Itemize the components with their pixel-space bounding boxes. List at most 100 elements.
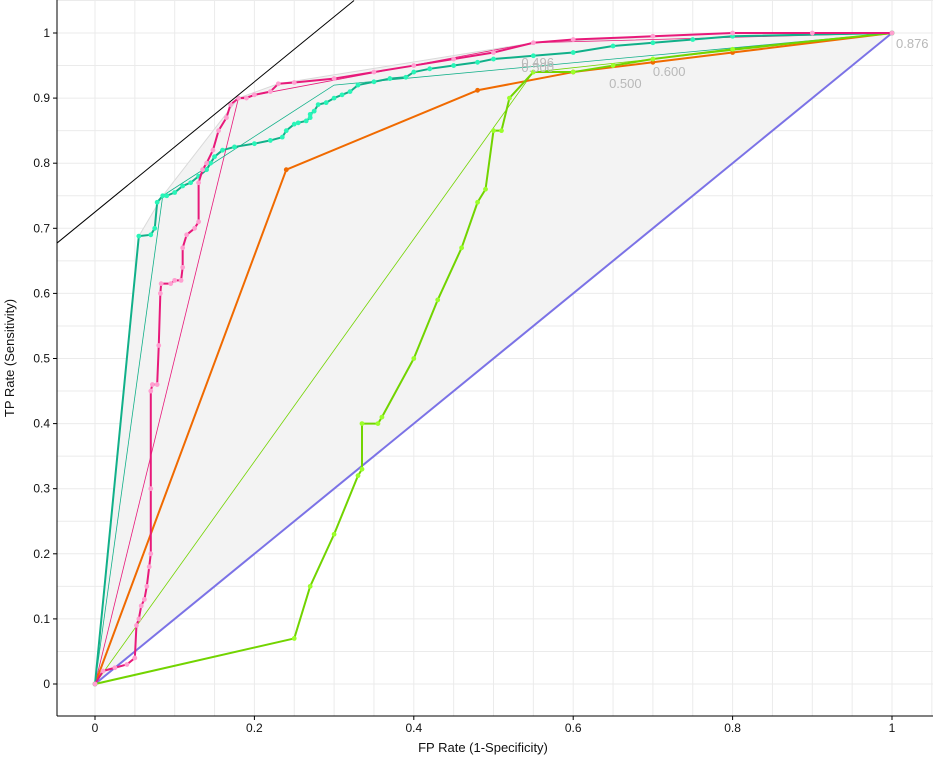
series-point (216, 128, 221, 134)
series-point (475, 199, 480, 205)
y-tick-label: 0.9 (33, 91, 50, 105)
series-point (359, 421, 365, 426)
series-point (570, 37, 576, 42)
series-point (180, 264, 186, 270)
series-point (295, 120, 301, 126)
x-tick-label: 0 (92, 721, 99, 735)
series-point (610, 43, 616, 49)
series-point (307, 583, 313, 589)
series-point (570, 50, 576, 55)
series-point (359, 466, 365, 472)
series-point (196, 219, 202, 225)
series-point (154, 382, 160, 387)
y-tick-label: 0.2 (33, 547, 50, 561)
series-1 (92, 30, 895, 687)
series-hull-edge (162, 32, 893, 197)
series-point (100, 668, 106, 674)
series-point (475, 87, 480, 93)
x-tick-label: 0.4 (405, 721, 422, 735)
series-point (483, 186, 488, 192)
series-point (379, 414, 385, 420)
iso-performance-line (57, 0, 355, 244)
series-point (158, 281, 164, 287)
series-point (148, 551, 154, 557)
series-point (172, 277, 178, 283)
series-point (228, 102, 233, 108)
series-point (291, 121, 297, 127)
threshold-label: 0.500 (609, 76, 642, 91)
series-point (148, 486, 154, 492)
series-point (138, 603, 144, 609)
series-point (650, 56, 656, 62)
series-point (451, 56, 457, 62)
series-point (252, 141, 257, 147)
series-point (160, 193, 166, 199)
series-point (204, 167, 209, 173)
series-point (208, 160, 213, 166)
series-point (323, 100, 329, 106)
series-point (232, 144, 237, 150)
series-point (148, 388, 154, 394)
series-line (94, 32, 893, 685)
series-point (411, 356, 417, 361)
series-point (650, 40, 656, 46)
series-point (267, 89, 273, 94)
series-point (889, 30, 895, 36)
threshold-label: 0.876 (896, 36, 929, 51)
y-tick-label: 0.4 (33, 417, 50, 431)
series-point (144, 583, 150, 589)
series-point (530, 40, 536, 46)
series-point (275, 81, 281, 87)
series-point (192, 225, 198, 231)
series-point (178, 277, 184, 283)
series-point (152, 225, 158, 231)
series-point (146, 564, 152, 570)
threshold-label: 0.600 (653, 64, 686, 79)
series-point (149, 382, 155, 387)
series-point (375, 421, 381, 426)
series-point (347, 89, 353, 94)
series-point (371, 69, 377, 75)
series-point (134, 623, 139, 628)
series-point (204, 160, 209, 166)
series-point (650, 33, 656, 39)
x-tick-label: 1 (889, 721, 896, 735)
series-point (451, 63, 457, 68)
series-point (283, 167, 289, 173)
series-point (570, 69, 576, 75)
series-point (371, 79, 377, 85)
series-point (156, 343, 162, 348)
series-point (200, 167, 205, 173)
series-point (507, 95, 512, 101)
series-point (339, 92, 345, 98)
series-point (403, 74, 409, 80)
x-tick-labels: 0 0.2 0.4 0.6 0.8 1 (92, 716, 896, 735)
series-point (154, 199, 160, 205)
series-point (148, 232, 154, 238)
series-point (331, 95, 337, 101)
series-point (92, 681, 98, 687)
series-point (427, 66, 433, 72)
y-tick-label: 0 (43, 677, 50, 691)
threshold-label: 0.500 (521, 60, 554, 75)
series-point (730, 30, 735, 36)
x-axis-title: FP Rate (1-Specificity) (418, 740, 548, 755)
series-point (530, 53, 536, 59)
series-point (730, 46, 735, 52)
series-point (224, 115, 229, 121)
series-point (244, 95, 249, 101)
series-point (157, 291, 163, 296)
series-point (307, 111, 313, 117)
series-point (136, 233, 142, 239)
series-point (210, 147, 216, 153)
series-hull-edge (94, 98, 239, 685)
series-point (411, 69, 417, 75)
series-point (212, 154, 217, 160)
series-point (112, 665, 118, 671)
series-point (459, 245, 465, 251)
y-tick-label: 0.6 (33, 286, 50, 300)
series-point (267, 138, 273, 143)
y-tick-label: 0.1 (33, 612, 50, 626)
series-point (184, 232, 190, 238)
series-point (168, 281, 174, 287)
